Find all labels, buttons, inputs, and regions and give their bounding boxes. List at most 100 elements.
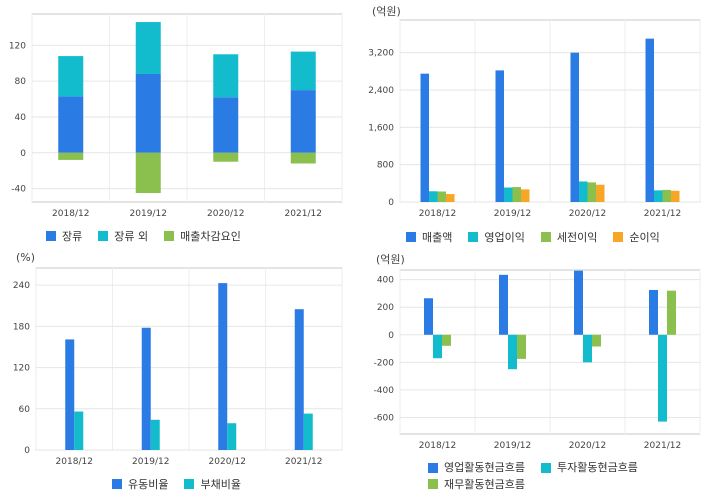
- bar: [645, 38, 654, 202]
- legend-item: 매출차감요인: [164, 228, 241, 244]
- legend-swatch: [406, 232, 416, 242]
- y-tick-label: -600: [374, 413, 395, 423]
- bar: [662, 189, 671, 202]
- legend-label: 장류 외: [114, 230, 149, 243]
- legend-label: 세전이익: [556, 231, 598, 244]
- chart-unit-label: (억원): [376, 253, 405, 266]
- chart-plot-c4: -600 -400 -200 0 200 400 2018/12 2019/12 2020/12…: [374, 269, 701, 451]
- chart-panel-income: (억원) 0 800 1,600 2,400 3,200 2018/12 2019/12 20…: [360, 0, 720, 248]
- bar: [671, 190, 680, 202]
- y-tick-label: 0: [20, 149, 26, 159]
- legend-item: 영업활동현금흐름: [428, 460, 525, 475]
- bar: [58, 96, 84, 153]
- x-tick-label: 2021/12: [285, 457, 322, 467]
- legend-label: 투자활동현금흐름: [556, 461, 638, 474]
- y-tick-label: 400: [377, 276, 394, 286]
- bar: [596, 184, 605, 202]
- chart-unit-label: (%): [16, 251, 36, 264]
- bar: [424, 298, 433, 335]
- bar: [290, 90, 316, 153]
- legend-swatch: [46, 231, 56, 241]
- legend-swatch: [428, 479, 438, 489]
- bar: [213, 152, 239, 162]
- legend-label: 영업이익: [484, 231, 525, 244]
- bar: [135, 22, 161, 74]
- x-tick-label: 2021/12: [644, 209, 681, 219]
- legend-label: 매출액: [422, 231, 453, 244]
- bar: [213, 97, 239, 153]
- bar: [437, 191, 446, 202]
- chart-legend: 유동비율 부채비율: [112, 476, 257, 492]
- legend-swatch: [184, 479, 195, 489]
- chart-legend: 매출액 영업이익 세전이익 순이익: [406, 229, 676, 245]
- bar: [583, 334, 592, 363]
- bar: [290, 51, 316, 91]
- bar: [499, 274, 508, 335]
- bar: [649, 289, 658, 335]
- bar: [504, 187, 513, 202]
- legend-item: 재무활동현금흐름: [428, 477, 525, 492]
- legend-swatch: [164, 231, 175, 241]
- bar: [667, 290, 676, 335]
- legend-label: 유동비율: [128, 478, 169, 491]
- y-tick-label: 40: [15, 113, 27, 123]
- legend-swatch: [428, 462, 438, 473]
- bar: [574, 270, 583, 335]
- chart-panel-sales-composition: -40 0 40 80 120 2018/12 2019/12 2020/12 2021/12 …: [0, 0, 360, 248]
- legend-item: 부채비율: [184, 476, 241, 492]
- y-tick-label: 3,200: [368, 49, 394, 59]
- bar: [429, 191, 438, 202]
- y-tick-label: 2,400: [368, 86, 394, 96]
- legend-label: 영업활동현금흐름: [444, 461, 525, 474]
- chart-plot-c2: 0 800 1,600 2,400 3,200 2018/12 2019/12 2020/12…: [368, 19, 701, 219]
- legend-label: 순이익: [629, 231, 660, 244]
- y-tick-label: 60: [19, 405, 31, 415]
- y-tick-label: 240: [13, 281, 30, 291]
- y-tick-label: 120: [13, 364, 30, 374]
- legend-label: 매출차감요인: [180, 230, 241, 243]
- y-tick-label: -400: [374, 386, 395, 396]
- y-tick-label: 0: [24, 446, 30, 456]
- x-tick-label: 2018/12: [52, 209, 89, 219]
- bar: [294, 309, 304, 450]
- x-tick-label: 2021/12: [285, 209, 322, 219]
- x-tick-label: 2019/12: [494, 209, 531, 219]
- bar: [517, 334, 526, 359]
- bar: [420, 73, 429, 203]
- y-tick-label: -200: [374, 358, 395, 368]
- x-tick-label: 2018/12: [419, 441, 456, 451]
- legend-swatch: [540, 232, 551, 242]
- x-tick-label: 2020/12: [207, 209, 244, 219]
- bar: [592, 334, 601, 347]
- x-tick-label: 2018/12: [56, 457, 93, 467]
- legend-item: 장류: [46, 228, 82, 244]
- y-tick-label: 800: [377, 161, 394, 171]
- bar: [495, 70, 504, 203]
- legend-swatch: [540, 462, 551, 473]
- y-tick-label: 80: [15, 77, 27, 87]
- legend-item: 매출액: [406, 229, 452, 245]
- bar: [512, 187, 521, 202]
- y-tick-label: 200: [377, 303, 394, 313]
- x-tick-label: 2019/12: [130, 209, 167, 219]
- legend-label: 재무활동현금흐름: [444, 477, 525, 491]
- bar: [654, 190, 663, 202]
- x-tick-label: 2020/12: [569, 441, 606, 451]
- bar: [442, 334, 451, 346]
- legend-label: 부채비율: [200, 478, 241, 491]
- bar: [570, 52, 579, 202]
- bar: [135, 73, 161, 153]
- y-tick-label: 0: [388, 331, 394, 341]
- y-tick-label: -40: [11, 185, 26, 195]
- legend-item: 투자활동현금흐름: [540, 460, 638, 475]
- legend-item: 세전이익: [540, 229, 598, 245]
- chart-plot-c3: 0 60 120 180 240 2018/12 2019/12 2020/12 2021/12: [13, 267, 343, 467]
- x-tick-label: 2021/12: [644, 441, 681, 451]
- x-tick-label: 2020/12: [569, 209, 606, 219]
- y-tick-label: 1,600: [368, 123, 394, 133]
- bar: [58, 56, 84, 97]
- bar: [658, 334, 667, 422]
- x-tick-label: 2019/12: [132, 457, 169, 467]
- bar: [303, 413, 313, 450]
- legend-swatch: [613, 232, 624, 242]
